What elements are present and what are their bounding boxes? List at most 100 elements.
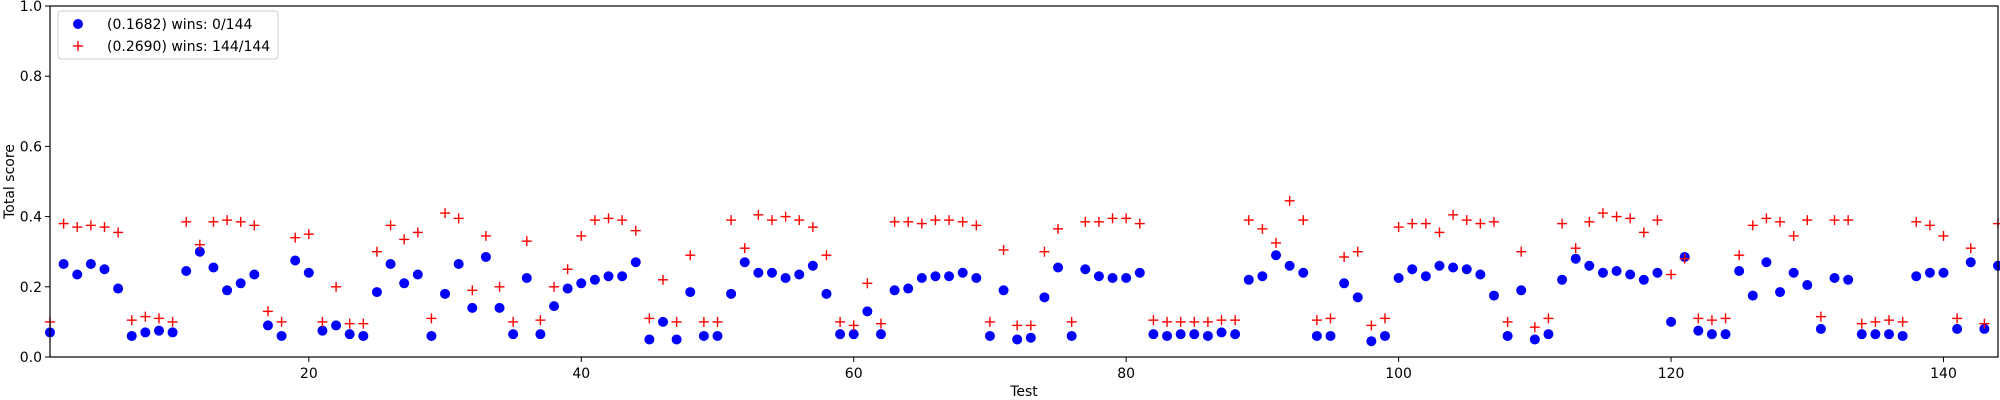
series-0-point [58, 258, 69, 269]
series-0-point [235, 278, 246, 289]
series-0-point [848, 329, 859, 340]
series-1-point [317, 316, 328, 327]
series-1-point [739, 243, 750, 254]
x-tick-label: 120 [1658, 366, 1685, 382]
series-0-point [603, 271, 614, 282]
series-0-point [862, 306, 873, 317]
series-0-point [1311, 330, 1322, 341]
series-0-point [562, 283, 573, 294]
series-0-point [1393, 273, 1404, 284]
series-0-point [821, 288, 832, 299]
series-0-point [685, 287, 696, 298]
series-1-point [1897, 316, 1908, 327]
series-0-point [1066, 330, 1077, 341]
series-0-point [1856, 329, 1867, 340]
legend-items: (0.1682) wins: 0/144 (0.2690) wins: 144/1… [73, 17, 270, 55]
series-1-point [412, 227, 423, 238]
series-0-point [480, 251, 491, 262]
series-1-point [1311, 315, 1322, 326]
series-0-point [1543, 329, 1554, 340]
series-0-point [167, 327, 178, 338]
series-1-point [794, 215, 805, 226]
series-0-point [1897, 330, 1908, 341]
series-1-point [807, 222, 818, 233]
series-1-point [1025, 320, 1036, 331]
series-1-point [1938, 230, 1949, 241]
series-1-point [549, 281, 560, 292]
x-tick-label: 80 [1117, 366, 1135, 382]
series-1-point [358, 318, 369, 329]
series-1-point [1802, 215, 1813, 226]
series-1-point [889, 216, 900, 227]
series-1-point [1216, 315, 1227, 326]
series-0-point [1557, 274, 1568, 285]
series-1-point [1775, 216, 1786, 227]
series-1-point [1706, 315, 1717, 326]
series-1-point [1039, 246, 1050, 257]
series-0-point [126, 330, 137, 341]
series-1-point [399, 234, 410, 245]
series-0-point [1638, 274, 1649, 285]
data-points [45, 195, 2000, 347]
series-1-point [1352, 246, 1363, 257]
series-1-point [1611, 211, 1622, 222]
series-1-point [957, 216, 968, 227]
series-1-point [1597, 208, 1608, 219]
series-1-point [1066, 316, 1077, 327]
series-0-point [1720, 329, 1731, 340]
series-0-point [85, 258, 96, 269]
series-1-point [1093, 216, 1104, 227]
series-1-point [494, 281, 505, 292]
series-0-point [576, 278, 587, 289]
series-0-point [1012, 334, 1023, 345]
series-1-point [262, 306, 273, 317]
series-0-point [1434, 260, 1445, 271]
series-0-point [753, 267, 764, 278]
series-0-point [957, 267, 968, 278]
series-0-point [331, 320, 342, 331]
y-tick-label: 1.0 [20, 0, 42, 15]
series-0-point [916, 273, 927, 284]
series-0-point [1652, 267, 1663, 278]
series-0-point [453, 258, 464, 269]
series-0-point [1516, 285, 1527, 296]
series-0-point [1189, 329, 1200, 340]
series-1-point [276, 316, 287, 327]
series-1-point [1407, 218, 1418, 229]
series-1-point [1870, 316, 1881, 327]
series-1-point [467, 285, 478, 296]
series-0-point [712, 330, 723, 341]
series-0-point [726, 288, 737, 299]
series-0-point [1407, 264, 1418, 275]
series-0-point [1257, 271, 1268, 282]
series-1-point [181, 216, 192, 227]
series-0-point [1053, 262, 1064, 273]
series-1-point [249, 220, 260, 231]
series-0-point [1706, 329, 1717, 340]
legend-item-1: (0.2690) wins: 144/144 [73, 39, 270, 55]
series-0-point [1121, 273, 1132, 284]
series-1-point [930, 215, 941, 226]
series-0-point [1379, 330, 1390, 341]
series-1-point [1325, 313, 1336, 324]
series-1-point [603, 213, 614, 224]
series-1-point [903, 216, 914, 227]
series-0-point [222, 285, 233, 296]
series-0-point [344, 329, 355, 340]
series-0-point [1788, 267, 1799, 278]
series-1-point [848, 320, 859, 331]
y-axis-label: Total score [2, 144, 18, 220]
series-1-point [1720, 313, 1731, 324]
legend-label: (0.2690) wins: 144/144 [107, 39, 270, 55]
series-1-point [1952, 313, 1963, 324]
series-1-point [1366, 320, 1377, 331]
series-0-point [1162, 330, 1173, 341]
series-1-point [508, 316, 519, 327]
series-1-point [1570, 243, 1581, 254]
series-0-point [1843, 274, 1854, 285]
series-1-point [1162, 316, 1173, 327]
x-tick-label: 20 [300, 366, 318, 382]
series-0-point [794, 269, 805, 280]
series-0-point [508, 329, 519, 340]
